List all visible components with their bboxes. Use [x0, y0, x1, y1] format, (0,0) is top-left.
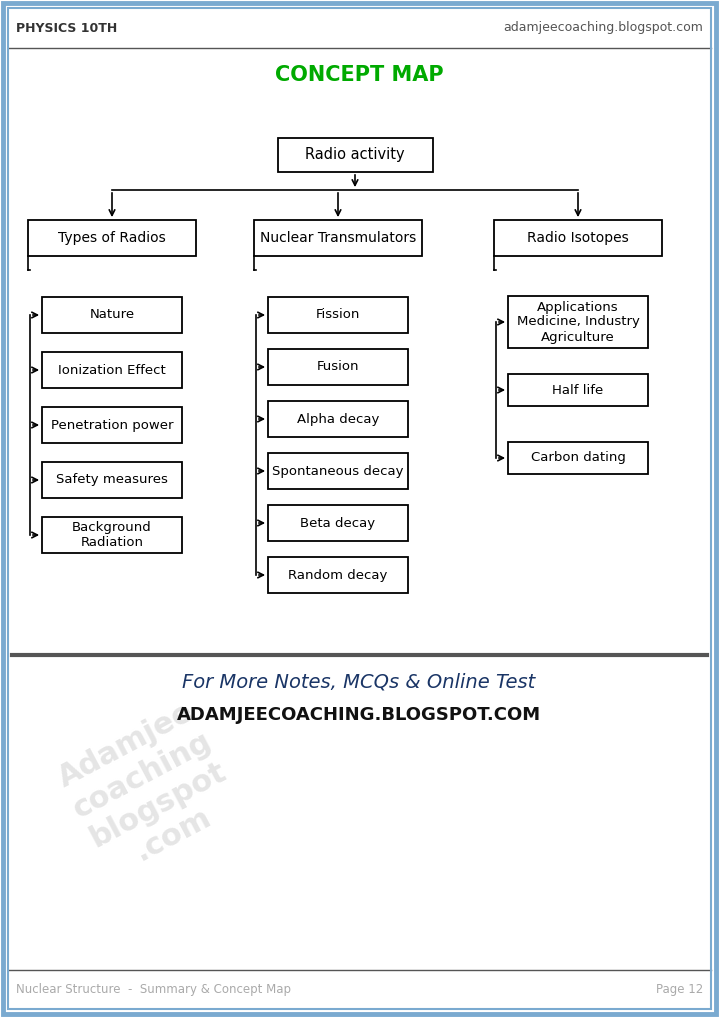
Text: Types of Radios: Types of Radios: [58, 231, 166, 245]
Text: Random decay: Random decay: [288, 569, 388, 582]
Bar: [268, 401, 408, 437]
Text: Nuclear Structure  -  Summary & Concept Map: Nuclear Structure - Summary & Concept Ma…: [16, 983, 291, 997]
Bar: [254, 220, 422, 256]
Bar: [268, 557, 408, 593]
Bar: [42, 297, 182, 333]
Text: Penetration power: Penetration power: [51, 419, 173, 431]
Text: Adamjee
coaching
blogspot
.com: Adamjee coaching blogspot .com: [52, 697, 248, 883]
Text: ADAMJEECOACHING.BLOGSPOT.COM: ADAMJEECOACHING.BLOGSPOT.COM: [177, 706, 541, 724]
Text: Nuclear Transmulators: Nuclear Transmulators: [260, 231, 416, 245]
Text: Background
Radiation: Background Radiation: [72, 521, 152, 549]
Bar: [268, 349, 408, 385]
Bar: [42, 407, 182, 443]
Bar: [42, 462, 182, 498]
Text: Page 12: Page 12: [656, 983, 703, 997]
Bar: [494, 220, 662, 256]
Bar: [28, 220, 196, 256]
Bar: [508, 296, 648, 348]
Text: Alpha decay: Alpha decay: [297, 413, 379, 425]
Text: CONCEPT MAP: CONCEPT MAP: [275, 65, 444, 85]
Bar: [508, 374, 648, 406]
Bar: [42, 352, 182, 388]
Text: Spontaneous decay: Spontaneous decay: [273, 465, 404, 478]
Text: For More Notes, MCQs & Online Test: For More Notes, MCQs & Online Test: [183, 672, 536, 692]
Text: adamjeecoaching.blogspot.com: adamjeecoaching.blogspot.com: [503, 21, 703, 35]
Text: Fusion: Fusion: [317, 360, 360, 373]
Text: Carbon dating: Carbon dating: [531, 452, 626, 465]
Bar: [508, 442, 648, 474]
Text: Beta decay: Beta decay: [301, 517, 375, 530]
Bar: [268, 297, 408, 333]
Text: Radio activity: Radio activity: [305, 147, 405, 163]
Text: Ionization Effect: Ionization Effect: [58, 363, 166, 376]
Text: Nature: Nature: [89, 308, 134, 321]
Bar: [278, 138, 433, 172]
Bar: [42, 517, 182, 553]
Text: PHYSICS 10TH: PHYSICS 10TH: [16, 21, 117, 35]
Text: Half life: Half life: [552, 383, 604, 397]
Text: Safety measures: Safety measures: [56, 474, 168, 486]
Text: Fission: Fission: [316, 308, 360, 321]
Text: Radio Isotopes: Radio Isotopes: [527, 231, 629, 245]
Bar: [268, 505, 408, 541]
Bar: [268, 453, 408, 489]
Text: Applications
Medicine, Industry
Agriculture: Applications Medicine, Industry Agricult…: [516, 300, 639, 344]
